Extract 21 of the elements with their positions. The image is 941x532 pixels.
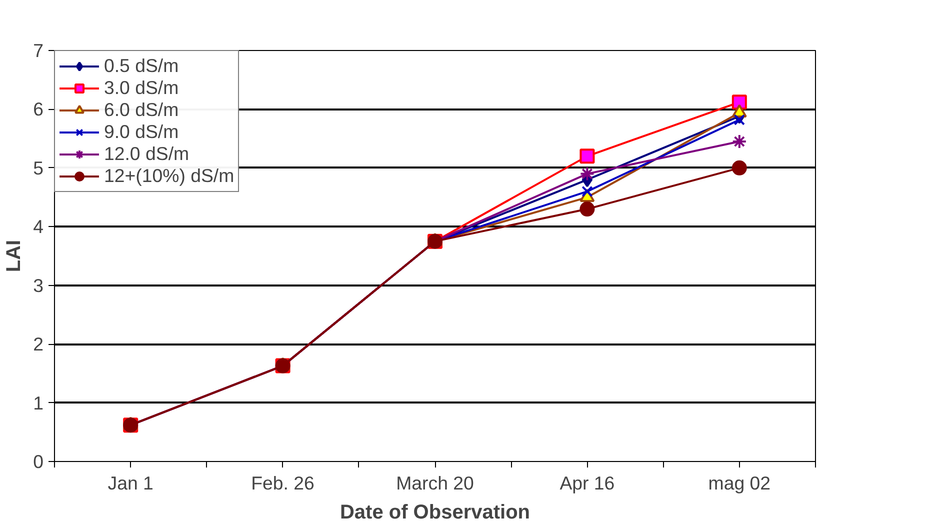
x-tick-label: Feb. 26 <box>251 472 314 494</box>
legend-label: 0.5 dS/m <box>104 55 179 77</box>
y-tick-label: 2 <box>33 334 44 355</box>
x-tick-label: Jan 1 <box>108 472 154 494</box>
legend-label: 12+(10%) dS/m <box>104 165 234 187</box>
y-tick-label: 7 <box>33 40 44 61</box>
x-tick-label: Apr 16 <box>560 472 615 494</box>
y-tick-label: 4 <box>33 216 44 238</box>
legend-label: 6.0 dS/m <box>104 99 179 121</box>
y-tick-label: 1 <box>33 392 44 414</box>
legend-label: 9.0 dS/m <box>104 121 179 143</box>
y-tick-label: 3 <box>33 274 44 296</box>
y-tick-label: 5 <box>33 157 44 178</box>
y-tick-label: 0 <box>33 451 44 472</box>
y-axis-title: LAI <box>3 240 26 272</box>
x-tick-label: March 20 <box>396 472 474 494</box>
legend-label: 3.0 dS/m <box>104 77 179 99</box>
legend-label: 12.0 dS/m <box>104 143 190 165</box>
x-tick-label: mag 02 <box>708 472 771 494</box>
y-tick-label: 6 <box>33 98 44 120</box>
x-axis-title: Date of Observation <box>340 502 530 524</box>
